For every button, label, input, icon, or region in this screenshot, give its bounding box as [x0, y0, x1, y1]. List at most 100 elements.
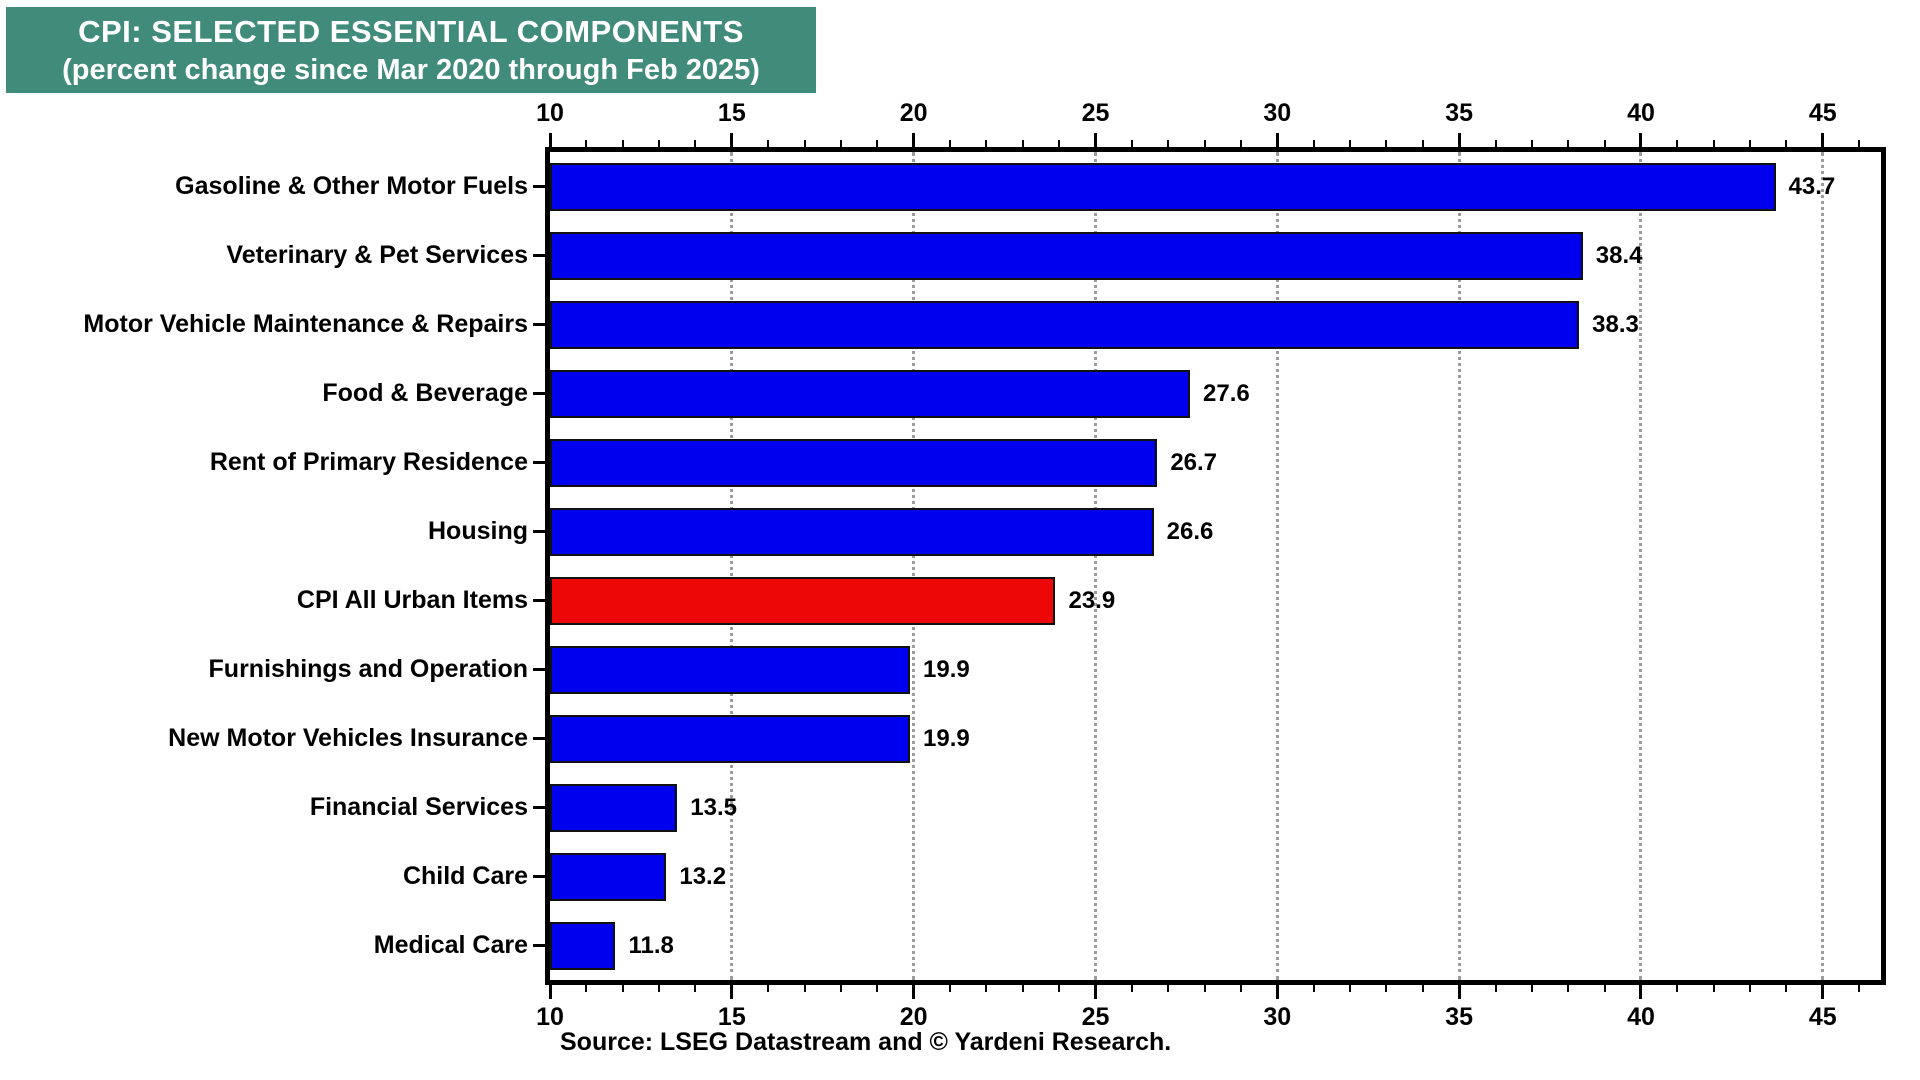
top-tick-24 — [1058, 140, 1061, 147]
bottom-axis-label-35: 35 — [1445, 1003, 1474, 1031]
value-label-furnishings-and-operation: 19.9 — [923, 655, 970, 683]
top-tick-33 — [1385, 140, 1388, 147]
top-tick-20 — [912, 133, 916, 147]
category-label-cpi-all-urban-items: CPI All Urban Items — [296, 586, 528, 614]
value-label-motor-vehicle-maintenance-repairs: 38.3 — [1592, 310, 1639, 338]
category-tick-motor-vehicle-maintenance-repairs — [533, 323, 545, 326]
bar-gasoline-other-motor-fuels — [550, 162, 1776, 211]
bottom-tick-39 — [1603, 985, 1606, 992]
top-tick-31 — [1312, 140, 1315, 147]
category-tick-rent-of-primary-residence — [533, 461, 545, 464]
bar-cpi-all-urban-items — [550, 576, 1056, 625]
bottom-tick-38 — [1567, 985, 1570, 992]
top-axis-label-20: 20 — [899, 99, 928, 127]
value-label-cpi-all-urban-items: 23.9 — [1068, 586, 1116, 614]
top-tick-35 — [1457, 133, 1461, 147]
top-tick-15 — [730, 133, 734, 147]
bottom-tick-14 — [694, 985, 697, 992]
bar-furnishings-and-operation — [550, 645, 911, 694]
gridline-25 — [1093, 152, 1097, 980]
top-tick-27 — [1167, 140, 1170, 147]
bar-food-beverage — [550, 369, 1191, 418]
value-label-veterinary-pet-services: 38.4 — [1595, 241, 1643, 269]
category-tick-cpi-all-urban-items — [533, 599, 545, 602]
top-tick-29 — [1239, 140, 1242, 147]
top-axis-label-40: 40 — [1627, 99, 1655, 127]
top-tick-19 — [876, 140, 879, 147]
bottom-tick-22 — [985, 985, 988, 992]
bottom-tick-13 — [658, 985, 661, 992]
bottom-tick-23 — [1021, 985, 1024, 992]
top-tick-41 — [1676, 140, 1679, 147]
category-tick-new-motor-vehicles-insurance — [533, 737, 545, 740]
top-tick-12 — [621, 140, 624, 147]
plot-area: 43.7 38.4 38.3 27.6 26.7 26.6 23.9 19.9 19.9 13.5… — [545, 147, 1886, 985]
bottom-tick-18 — [839, 985, 842, 992]
category-tick-housing — [533, 530, 545, 533]
top-tick-26 — [1130, 140, 1133, 147]
category-label-financial-services: Financial Services — [309, 793, 528, 821]
bar-rent-of-primary-residence — [550, 438, 1158, 487]
category-label-medical-care: Medical Care — [373, 931, 528, 959]
top-tick-23 — [1021, 140, 1024, 147]
category-tick-gasoline-other-motor-fuels — [533, 185, 545, 188]
category-label-new-motor-vehicles-insurance: New Motor Vehicles Insurance — [168, 724, 528, 752]
bottom-tick-35 — [1457, 985, 1461, 999]
bottom-tick-10 — [548, 985, 552, 999]
bottom-tick-21 — [949, 985, 952, 992]
value-label-new-motor-vehicles-insurance: 19.9 — [923, 724, 970, 752]
top-tick-38 — [1567, 140, 1570, 147]
category-tick-veterinary-pet-services — [533, 254, 545, 257]
category-tick-furnishings-and-operation — [533, 668, 545, 671]
top-tick-37 — [1530, 140, 1533, 147]
category-tick-food-beverage — [533, 392, 545, 395]
bottom-tick-20 — [912, 985, 916, 999]
top-tick-13 — [658, 140, 661, 147]
top-tick-11 — [585, 140, 588, 147]
gridline-40 — [1639, 152, 1643, 980]
bottom-axis-label-20: 20 — [899, 1003, 928, 1031]
bar-child-care — [550, 852, 667, 901]
bottom-tick-24 — [1058, 985, 1061, 992]
category-label-motor-vehicle-maintenance-repairs: Motor Vehicle Maintenance & Repairs — [83, 310, 528, 338]
value-label-food-beverage: 27.6 — [1203, 379, 1250, 407]
chart-title-banner: CPI: SELECTED ESSENTIAL COMPONENTS (perc… — [6, 7, 816, 93]
gridline-30 — [1275, 152, 1279, 980]
top-tick-18 — [839, 140, 842, 147]
bottom-tick-42 — [1712, 985, 1715, 992]
top-tick-17 — [803, 140, 806, 147]
bottom-tick-31 — [1312, 985, 1315, 992]
gridline-35 — [1457, 152, 1461, 980]
top-axis-label-25: 25 — [1081, 99, 1110, 127]
bar-financial-services — [550, 783, 678, 832]
bottom-tick-34 — [1421, 985, 1424, 992]
gridline-15 — [730, 152, 734, 980]
bottom-axis-label-45: 45 — [1808, 1003, 1837, 1031]
top-axis-label-35: 35 — [1445, 99, 1474, 127]
chart-subtitle: (percent change since Mar 2020 through F… — [62, 53, 760, 86]
category-label-food-beverage: Food & Beverage — [322, 379, 528, 407]
gridline-45 — [1821, 152, 1825, 980]
category-label-rent-of-primary-residence: Rent of Primary Residence — [209, 448, 528, 476]
bar-housing — [550, 507, 1154, 556]
bottom-axis-label-25: 25 — [1081, 1003, 1110, 1031]
top-axis-label-15: 15 — [717, 99, 746, 127]
top-axis-label-45: 45 — [1808, 99, 1837, 127]
category-tick-medical-care — [533, 944, 545, 947]
top-tick-40 — [1639, 133, 1643, 147]
top-tick-42 — [1712, 140, 1715, 147]
gridline-20 — [912, 152, 916, 980]
bottom-axis-label-15: 15 — [717, 1003, 746, 1031]
top-tick-39 — [1603, 140, 1606, 147]
top-axis-label-10: 10 — [536, 99, 564, 127]
top-tick-25 — [1093, 133, 1097, 147]
bottom-tick-44 — [1785, 985, 1788, 992]
category-label-housing: Housing — [428, 517, 528, 545]
bar-veterinary-pet-services — [550, 231, 1583, 280]
bottom-tick-45 — [1821, 985, 1825, 999]
bottom-tick-15 — [730, 985, 734, 999]
category-label-furnishings-and-operation: Furnishings and Operation — [208, 655, 528, 683]
top-tick-30 — [1275, 133, 1279, 147]
top-tick-14 — [694, 140, 697, 147]
